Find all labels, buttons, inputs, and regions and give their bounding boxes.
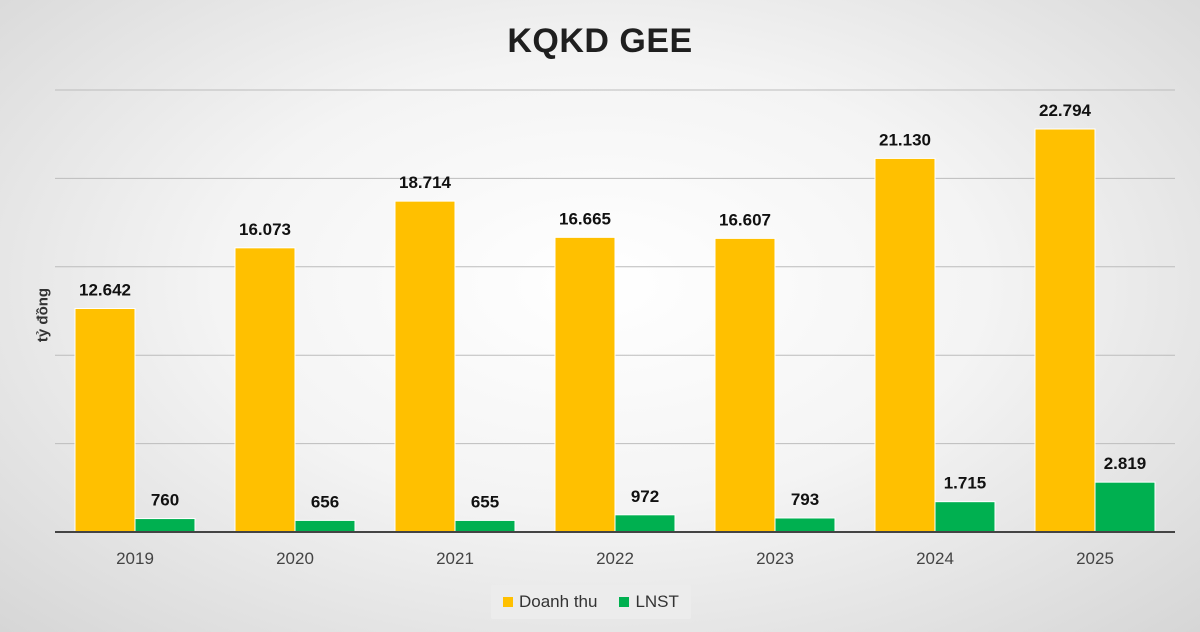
data-label-doanh-thu-2023: 16.607 xyxy=(719,210,771,229)
data-label-doanh-thu-2025: 22.794 xyxy=(1039,101,1092,120)
data-label-lnst-2023: 793 xyxy=(791,490,819,509)
x-tick-label-2025: 2025 xyxy=(1076,549,1114,568)
bar-doanh-thu-2025 xyxy=(1034,128,1096,533)
x-tick-label-2021: 2021 xyxy=(436,549,474,568)
bar-doanh-thu-2024 xyxy=(874,157,936,533)
data-label-doanh-thu-2020: 16.073 xyxy=(239,220,291,239)
legend: Doanh thu LNST xyxy=(491,585,691,619)
bar-doanh-thu-2021 xyxy=(394,200,456,533)
bar-doanh-thu-2019 xyxy=(74,307,136,533)
bar-doanh-thu-2020 xyxy=(234,247,296,533)
bar-doanh-thu-2023 xyxy=(714,237,776,533)
data-label-lnst-2020: 656 xyxy=(311,492,339,511)
bar-lnst-2019 xyxy=(134,518,196,533)
data-label-lnst-2021: 655 xyxy=(471,492,499,511)
data-label-doanh-thu-2022: 16.665 xyxy=(559,209,611,228)
legend-label-doanh-thu: Doanh thu xyxy=(519,592,598,611)
x-tick-label-2023: 2023 xyxy=(756,549,794,568)
data-label-lnst-2022: 972 xyxy=(631,487,659,506)
bar-lnst-2021 xyxy=(454,519,516,533)
legend-swatch-doanh-thu xyxy=(503,597,513,607)
x-tick-label-2024: 2024 xyxy=(916,549,954,568)
data-label-lnst-2025: 2.819 xyxy=(1104,454,1147,473)
bar-lnst-2024 xyxy=(934,501,996,533)
data-label-doanh-thu-2021: 18.714 xyxy=(399,173,452,192)
legend-swatch-lnst xyxy=(619,597,630,607)
x-tick-label-2019: 2019 xyxy=(116,549,154,568)
legend-label-lnst: LNST xyxy=(635,592,679,611)
x-tick-label-2022: 2022 xyxy=(596,549,634,568)
data-label-lnst-2024: 1.715 xyxy=(944,474,987,493)
legend-item-doanh-thu: Doanh thu xyxy=(503,592,597,612)
chart-title: KQKD GEE xyxy=(507,22,693,60)
bar-lnst-2023 xyxy=(774,517,836,533)
data-label-doanh-thu-2024: 21.130 xyxy=(879,130,931,149)
bar-doanh-thu-2022 xyxy=(554,236,616,533)
data-label-doanh-thu-2019: 12.642 xyxy=(79,280,131,299)
bar-lnst-2025 xyxy=(1094,481,1156,533)
bar-lnst-2022 xyxy=(614,514,676,533)
legend-item-lnst: LNST xyxy=(619,592,679,612)
x-tick-label-2020: 2020 xyxy=(276,549,314,568)
bar-lnst-2020 xyxy=(294,519,356,533)
data-label-lnst-2019: 760 xyxy=(151,491,179,510)
